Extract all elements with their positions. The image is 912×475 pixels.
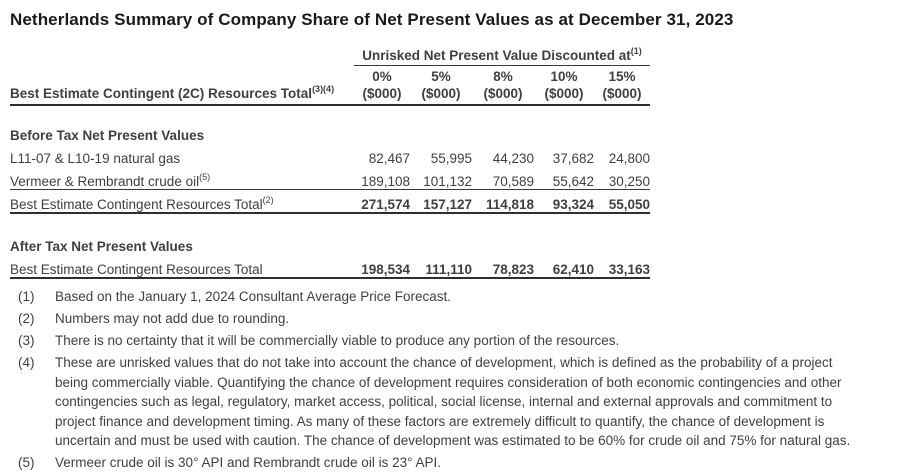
value-cell: 70,589 xyxy=(472,166,534,190)
column-header-15pct: 15% xyxy=(608,69,636,84)
footnote-number: (1) xyxy=(18,289,35,304)
spacer-row xyxy=(10,213,650,234)
footnote-1: (1) Based on the January 1, 2024 Consult… xyxy=(18,287,902,307)
footnote-ref: (3)(4) xyxy=(312,84,335,94)
row-label: Best Estimate Contingent Resources Total xyxy=(10,254,354,279)
value-cell: 93,324 xyxy=(534,189,594,214)
discount-rate-header-row: 0% 5% 8% 10% 15% xyxy=(10,65,650,84)
footnote-ref: (2) xyxy=(262,195,274,205)
table-row-after-tax-total: Best Estimate Contingent Resources Total… xyxy=(10,254,650,279)
column-header-8pct: 8% xyxy=(493,69,513,84)
value-cell: 37,682 xyxy=(552,151,594,166)
empty-cell xyxy=(10,65,354,84)
empty-cell xyxy=(10,44,354,65)
table-row-crude-oil: Vermeer & Rembrandt crude oil(5) 189,108… xyxy=(10,166,650,190)
value-cell: 33,163 xyxy=(594,254,650,279)
footnote-number: (3) xyxy=(18,333,35,348)
row-label: Best Estimate Contingent Resources Total… xyxy=(10,189,354,214)
table-group-header-row: Unrisked Net Present Value Discounted at… xyxy=(10,44,650,66)
footnote-ref: (5) xyxy=(199,171,211,182)
footnote-number: (4) xyxy=(18,355,35,370)
unit-header: ($000) xyxy=(410,84,472,106)
unit-header-row: Best Estimate Contingent (2C) Resources … xyxy=(10,84,650,106)
footnote-text: Numbers may not add due to rounding. xyxy=(55,311,290,326)
value-cell: 55,642 xyxy=(534,166,594,190)
value-cell: 82,467 xyxy=(368,151,410,166)
row-header-label: Best Estimate Contingent (2C) Resources … xyxy=(10,84,354,106)
value-cell: 157,127 xyxy=(410,189,472,214)
column-header-0pct: 0% xyxy=(372,69,392,84)
footnote-4: (4) These are unrisked values that do no… xyxy=(18,353,902,451)
value-cell: 62,410 xyxy=(534,254,594,279)
page-title: Netherlands Summary of Company Share of … xyxy=(10,10,734,29)
value-cell: 24,800 xyxy=(608,151,650,166)
footnote-text: These are unrisked values that do not ta… xyxy=(55,355,851,448)
spacer-row xyxy=(10,105,650,123)
footnote-text: Vermeer crude oil is 30° API and Rembran… xyxy=(55,455,441,470)
unit-header: ($000) xyxy=(472,84,534,106)
footnote-3: (3) There is no certainty that it will b… xyxy=(18,331,902,351)
row-header-text: Best Estimate Contingent (2C) Resources … xyxy=(10,86,313,101)
value-cell: 55,050 xyxy=(594,189,650,214)
section-title-before-tax: Before Tax Net Present Values xyxy=(10,128,205,143)
value-cell: 189,108 xyxy=(354,166,410,190)
value-cell: 101,132 xyxy=(410,166,472,190)
row-label: Vermeer & Rembrandt crude oil(5) xyxy=(10,166,354,190)
table-row-before-tax-total: Best Estimate Contingent Resources Total… xyxy=(10,189,650,214)
group-header-label: Unrisked Net Present Value Discounted at xyxy=(362,47,631,63)
table-row-natural-gas: L11-07 & L10-19 natural gas 82,467 55,99… xyxy=(10,143,650,166)
unit-header: ($000) xyxy=(534,84,594,106)
value-cell: 30,250 xyxy=(594,166,650,190)
value-cell: 271,574 xyxy=(354,189,410,214)
unit-header: ($000) xyxy=(594,84,650,106)
unit-header: ($000) xyxy=(354,84,410,106)
footnotes: (1) Based on the January 1, 2024 Consult… xyxy=(10,287,902,473)
column-header-5pct: 5% xyxy=(431,69,451,84)
footnote-text: There is no certainty that it will be co… xyxy=(55,333,620,348)
value-cell: 198,534 xyxy=(354,254,410,279)
value-cell: 114,818 xyxy=(472,189,534,214)
column-header-10pct: 10% xyxy=(550,69,578,84)
value-cell: 111,110 xyxy=(410,254,472,279)
value-cell: 55,995 xyxy=(430,151,472,166)
footnote-number: (5) xyxy=(18,455,35,470)
footnote-text: Based on the January 1, 2024 Consultant … xyxy=(55,289,451,304)
npv-table: Unrisked Net Present Value Discounted at… xyxy=(10,44,650,279)
section-title-after-tax: After Tax Net Present Values xyxy=(10,239,193,254)
footnote-5: (5) Vermeer crude oil is 30° API and Rem… xyxy=(18,453,902,473)
value-cell: 78,823 xyxy=(472,254,534,279)
group-header: Unrisked Net Present Value Discounted at… xyxy=(354,44,650,66)
value-cell: 44,230 xyxy=(492,151,534,166)
footnote-2: (2) Numbers may not add due to rounding. xyxy=(18,309,902,329)
footnote-number: (2) xyxy=(18,311,35,326)
row-label: L11-07 & L10-19 natural gas xyxy=(10,151,181,166)
footnote-ref: (1) xyxy=(630,45,642,56)
